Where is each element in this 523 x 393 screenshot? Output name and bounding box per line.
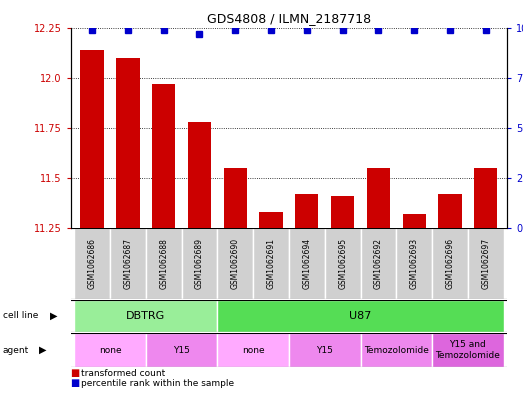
Text: GSM1062686: GSM1062686 [87, 238, 97, 289]
Text: GSM1062691: GSM1062691 [267, 238, 276, 289]
Text: percentile rank within the sample: percentile rank within the sample [81, 379, 234, 388]
Bar [74, 228, 110, 299]
Text: transformed count: transformed count [81, 369, 165, 378]
Bar [181, 228, 218, 299]
Bar [259, 212, 283, 228]
Text: Y15 and
Temozolomide: Y15 and Temozolomide [436, 340, 501, 360]
Title: GDS4808 / ILMN_2187718: GDS4808 / ILMN_2187718 [207, 12, 371, 25]
Text: GSM1062687: GSM1062687 [123, 238, 132, 289]
Text: none: none [242, 346, 265, 354]
Bar [325, 228, 360, 299]
Text: GSM1062688: GSM1062688 [159, 238, 168, 289]
Bar [188, 122, 211, 228]
Bar [110, 228, 146, 299]
Text: ■: ■ [71, 378, 80, 388]
Text: U87: U87 [349, 311, 372, 321]
Text: ■: ■ [71, 368, 80, 378]
Text: ▶: ▶ [50, 311, 57, 321]
Text: ▶: ▶ [39, 345, 47, 355]
Bar [360, 333, 432, 367]
Text: GSM1062697: GSM1062697 [481, 238, 491, 289]
Text: cell line: cell line [3, 312, 38, 320]
Bar [218, 300, 504, 332]
Text: DBTRG: DBTRG [126, 311, 165, 321]
Text: agent: agent [3, 346, 29, 354]
Bar [74, 300, 218, 332]
Bar [218, 228, 253, 299]
Bar [116, 58, 140, 228]
Bar [74, 333, 146, 367]
Bar [289, 228, 325, 299]
Bar [396, 228, 432, 299]
Bar [224, 168, 247, 228]
Text: GSM1062694: GSM1062694 [302, 238, 311, 289]
Bar [432, 228, 468, 299]
Text: GSM1062696: GSM1062696 [446, 238, 454, 289]
Bar [295, 194, 319, 228]
Bar [289, 333, 360, 367]
Bar [152, 84, 175, 228]
Bar [146, 333, 218, 367]
Text: GSM1062689: GSM1062689 [195, 238, 204, 289]
Text: GSM1062692: GSM1062692 [374, 238, 383, 289]
Bar [468, 228, 504, 299]
Bar [360, 228, 396, 299]
Bar [146, 228, 181, 299]
Bar [218, 333, 289, 367]
Text: Y15: Y15 [173, 346, 190, 354]
Bar [253, 228, 289, 299]
Bar [438, 194, 462, 228]
Bar [474, 168, 497, 228]
Bar [81, 50, 104, 228]
Text: none: none [99, 346, 121, 354]
Text: Temozolomide: Temozolomide [364, 346, 429, 354]
Bar [403, 214, 426, 228]
Text: GSM1062695: GSM1062695 [338, 238, 347, 289]
Text: GSM1062690: GSM1062690 [231, 238, 240, 289]
Text: GSM1062693: GSM1062693 [410, 238, 419, 289]
Bar [331, 196, 354, 228]
Bar [367, 168, 390, 228]
Text: Y15: Y15 [316, 346, 333, 354]
Bar [432, 333, 504, 367]
